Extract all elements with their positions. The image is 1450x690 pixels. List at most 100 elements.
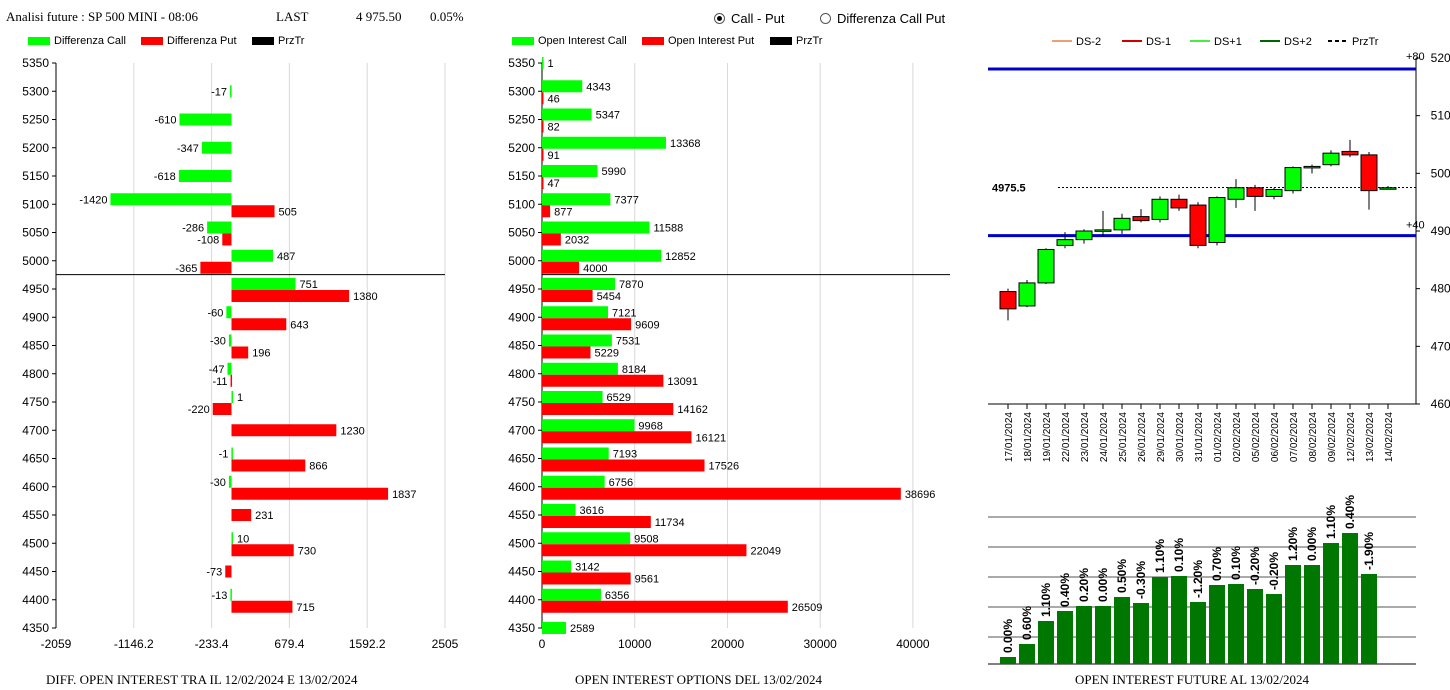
diff-oi-y-tick: 4500 — [22, 536, 49, 550]
diff-oi-y-tick: 5300 — [22, 84, 49, 98]
legend-swatch — [252, 37, 274, 45]
diff-oi-y-tick: 4550 — [22, 508, 49, 522]
candle-legend-label: DS+2 — [1284, 36, 1312, 48]
future-bar — [1000, 657, 1016, 664]
radio-diff-call-put[interactable]: Differenza Call Put — [820, 11, 945, 26]
diff-oi-call-bar — [231, 278, 296, 290]
oi-options-put-label: 82 — [548, 122, 560, 134]
candle-y-tick: 5000 — [1431, 166, 1450, 180]
oi-options-y-tick: 4650 — [508, 452, 535, 466]
diff-oi-x-tick: 1592.2 — [349, 637, 386, 651]
diff-oi-call-bar — [231, 249, 274, 262]
candle-legend-label: PrzTr — [1352, 36, 1379, 48]
oi-options-put-bar — [542, 92, 544, 105]
oi-options-call-bar — [542, 588, 601, 601]
diff-oi-call-label: -610 — [154, 115, 176, 127]
legend-label: Differenza Call — [54, 35, 126, 47]
diff-oi-y-tick: 5250 — [22, 113, 49, 127]
future-bar-label: 0.50% — [1115, 559, 1129, 593]
diff-oi-call-label: 1 — [237, 392, 243, 404]
diff-oi-call-bar — [231, 447, 233, 460]
candle-date-label: 29/01/2024 — [1156, 412, 1167, 462]
candle-date-label: 14/02/2024 — [1384, 412, 1395, 462]
legend-prztr-2: PrzTr — [770, 35, 822, 47]
oi-options-put-label: 9609 — [635, 319, 659, 331]
oi-options-y-tick: 4750 — [508, 395, 535, 409]
oi-options-call-label: 4343 — [586, 81, 610, 93]
radio-call-put-dot[interactable] — [714, 13, 725, 24]
oi-options-call-label: 3142 — [575, 562, 599, 574]
future-bar-label: 0.70% — [1210, 547, 1224, 581]
diff-oi-call-label: -17 — [211, 86, 227, 98]
oi-options-call-label: 3616 — [580, 505, 604, 517]
oi-options-put-label: 9561 — [635, 574, 659, 586]
candle-body — [1151, 198, 1169, 220]
legend-prztr: PrzTr — [252, 35, 304, 47]
future-bar-label: 1.10% — [1153, 539, 1167, 573]
future-bar-label: 1.10% — [1039, 583, 1053, 617]
diff-oi-put-label: 196 — [252, 348, 270, 360]
future-bar-label: 0.10% — [1229, 546, 1243, 580]
oi-options-y-tick: 5050 — [508, 226, 535, 240]
candle-body — [1265, 188, 1283, 197]
diff-oi-put-bar — [222, 233, 232, 246]
oi-options-call-bar — [542, 532, 631, 545]
diff-oi-y-tick: 5350 — [22, 56, 49, 70]
future-bar — [1247, 589, 1263, 664]
oi-options-put-label: 11734 — [655, 517, 685, 529]
oi-options-y-tick: 4950 — [508, 282, 535, 296]
candle-body — [1322, 152, 1340, 166]
future-bar — [1323, 543, 1339, 664]
future-bar-label: -0.30% — [1134, 561, 1148, 599]
diff-oi-call-bar — [231, 391, 233, 403]
diff-oi-put-label: -73 — [206, 567, 222, 579]
future-bar — [1171, 576, 1187, 664]
diff-oi-put-bar — [231, 290, 350, 302]
oi-options-y-tick: 4550 — [508, 508, 535, 522]
oi-options-call-label: 7121 — [612, 307, 636, 319]
caption-oi-future: OPEN INTEREST FUTURE AL 13/02/2024 — [1075, 672, 1310, 687]
legend-swatch — [141, 37, 163, 45]
diff-oi-y-tick: 5150 — [22, 169, 49, 183]
oi-options-put-label: 5229 — [594, 348, 618, 360]
oi-options-put-bar — [542, 403, 674, 415]
oi-options-put-bar — [542, 459, 705, 472]
oi-options-call-label: 12852 — [665, 251, 696, 263]
oi-options-put-bar — [542, 600, 788, 613]
oi-options-put-label: 47 — [548, 178, 560, 190]
candle-body — [1208, 197, 1226, 244]
oi-options-x-tick: 40000 — [896, 637, 930, 651]
candle-legend-label: DS+1 — [1214, 36, 1242, 48]
legend-label: Differenza Put — [167, 35, 237, 47]
diff-oi-y-tick: 4850 — [22, 339, 49, 353]
radio-call-put[interactable]: Call - Put — [714, 11, 784, 26]
diff-oi-put-bar — [231, 600, 293, 613]
radio-diff-call-put-dot[interactable] — [820, 13, 831, 24]
oi-options-put-bar — [542, 516, 651, 528]
oi-options-call-label: 13368 — [670, 138, 701, 150]
diff-oi-put-label: 715 — [296, 602, 314, 614]
oi-options-call-label: 9508 — [634, 533, 658, 545]
oi-options-put-bar — [542, 120, 544, 133]
candle-y-tick: 4800 — [1431, 282, 1450, 296]
oi-options-y-tick: 4350 — [508, 621, 535, 635]
oi-options-x-tick: 30000 — [803, 637, 837, 651]
diff-oi-call-label: -47 — [209, 364, 225, 376]
diff-oi-put-label: 730 — [298, 545, 316, 557]
diff-oi-call-bar — [178, 170, 232, 182]
oi-options-put-label: 14162 — [677, 404, 708, 416]
oi-options-x-tick: 0 — [539, 637, 546, 651]
legend-swatch — [642, 37, 664, 45]
future-bar-label: 0.40% — [1343, 495, 1357, 529]
oi-options-put-bar — [542, 544, 747, 557]
oi-options-y-tick: 4450 — [508, 565, 535, 579]
oi-options-call-bar — [542, 362, 618, 375]
diff-oi-call-label: 10 — [237, 533, 249, 545]
oi-options-call-label: 6356 — [605, 590, 629, 602]
candle-date-label: 05/02/2024 — [1251, 412, 1262, 462]
candle-last-label: 4975.5 — [992, 182, 1026, 194]
candle-date-label: 18/01/2024 — [1023, 412, 1034, 462]
oi-options-y-tick: 5250 — [508, 113, 535, 127]
candle-lower-line-label: +40 — [1406, 220, 1425, 232]
diff-oi-call-label: 751 — [300, 279, 318, 291]
